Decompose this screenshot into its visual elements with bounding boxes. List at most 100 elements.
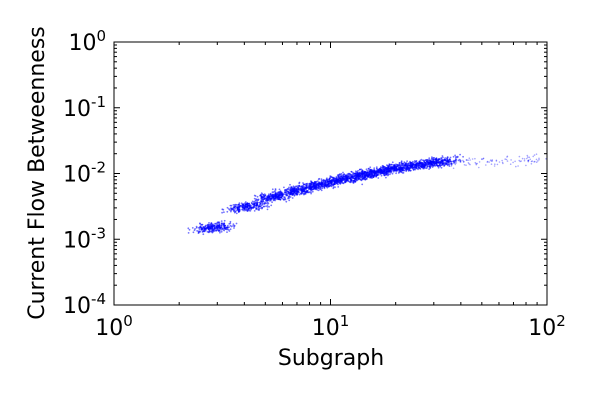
scatter-point — [482, 157, 485, 160]
scatter-point — [344, 174, 347, 177]
scatter-point — [232, 225, 235, 227]
scatter-point — [310, 185, 313, 188]
scatter-point — [357, 175, 360, 178]
scatter-point — [352, 171, 354, 174]
scatter-point — [234, 207, 237, 210]
scatter-point — [208, 222, 210, 224]
scatter-point — [343, 173, 345, 175]
scatter-point — [387, 167, 389, 170]
scatter-point — [249, 209, 252, 212]
scatter-point — [322, 178, 325, 181]
scatter-point — [373, 169, 376, 172]
scatter-point — [489, 159, 492, 161]
scatter-point — [440, 164, 443, 166]
scatter-point — [454, 160, 457, 162]
scatter-point — [391, 172, 394, 175]
scatter-point — [361, 174, 364, 177]
scatter-point — [223, 219, 226, 222]
scatter-point — [410, 162, 413, 164]
scatter-point — [281, 197, 284, 200]
scatter-point — [428, 162, 431, 164]
scatter-point — [373, 174, 376, 177]
scatter-point — [217, 222, 220, 224]
scatter-point — [226, 210, 229, 213]
scatter-point — [495, 159, 498, 162]
scatter-point — [475, 163, 478, 166]
scatter-point — [434, 165, 437, 167]
scatter-point — [398, 162, 401, 165]
scatter-point — [313, 187, 316, 189]
scatter-point — [531, 160, 533, 162]
x-tick-label: 102 — [528, 312, 566, 341]
scatter-point — [260, 192, 263, 195]
scatter-point — [288, 192, 291, 195]
scatter-point — [231, 208, 234, 211]
scatter-point — [239, 204, 242, 207]
scatter-point — [389, 166, 392, 169]
scatter-point — [300, 188, 303, 191]
scatter-point — [510, 159, 512, 161]
scatter-point — [459, 153, 461, 156]
scatter-point — [453, 161, 456, 164]
scatter-point — [266, 200, 269, 202]
scatter-point — [219, 231, 221, 234]
scatter-point — [318, 184, 320, 187]
scatter-point — [452, 167, 455, 170]
scatter-point — [476, 162, 479, 165]
scatter-point — [408, 169, 411, 171]
scatter-point — [491, 159, 494, 161]
scatter-point — [398, 169, 401, 171]
plot-frame — [113, 41, 548, 306]
scatter-point — [335, 177, 338, 180]
scatter-point — [509, 163, 512, 165]
scatter-point — [310, 180, 313, 183]
scatter-point — [187, 232, 190, 234]
scatter-point — [457, 159, 460, 162]
scatter-point — [309, 183, 312, 186]
scatter-point — [232, 206, 235, 209]
scatter-point — [432, 164, 435, 167]
scatter-point — [349, 173, 352, 176]
scatter-point — [267, 196, 269, 199]
scatter-point — [188, 228, 191, 231]
scatter-point — [217, 224, 220, 227]
scatter-point — [301, 190, 304, 192]
scatter-point — [355, 179, 358, 182]
scatter-point — [288, 199, 291, 202]
scatter-point — [338, 178, 341, 181]
scatter-point — [319, 183, 322, 186]
scatter-point — [337, 181, 339, 183]
scatter-point — [415, 163, 417, 165]
scatter-point — [420, 164, 423, 167]
scatter-point — [327, 181, 329, 184]
scatter-point — [391, 169, 394, 172]
scatter-point — [315, 184, 318, 187]
scatter-point — [237, 208, 240, 211]
scatter-point — [211, 228, 214, 230]
scatter-point — [518, 155, 521, 158]
scatter-point — [478, 161, 481, 163]
scatter-point — [406, 163, 409, 166]
scatter-point — [209, 226, 212, 229]
scatter-point — [428, 158, 430, 161]
scatter-point — [208, 230, 211, 233]
scatter-point — [319, 187, 321, 190]
scatter-point — [527, 159, 530, 162]
scatter-point — [250, 202, 253, 205]
scatter-point — [259, 207, 261, 210]
scatter-point — [290, 189, 292, 192]
scatter-point — [358, 173, 360, 176]
scatter-point — [228, 226, 231, 229]
scatter-point — [373, 167, 376, 170]
scatter-point — [275, 196, 278, 199]
scatter-point — [451, 160, 453, 163]
scatter-point — [400, 167, 403, 170]
scatter-point — [223, 229, 226, 232]
scatter-point — [234, 211, 237, 213]
scatter-point — [220, 224, 223, 226]
scatter-point — [288, 195, 290, 198]
scatter-point — [410, 166, 412, 168]
scatter-point — [459, 160, 462, 162]
scatter-point — [259, 202, 262, 204]
scatter-point — [302, 182, 304, 184]
